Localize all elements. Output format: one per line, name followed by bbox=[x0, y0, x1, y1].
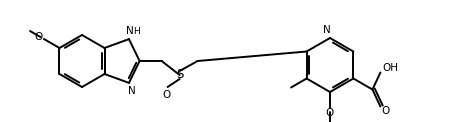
Text: N: N bbox=[126, 26, 134, 36]
Text: N: N bbox=[323, 25, 331, 35]
Text: O: O bbox=[163, 90, 171, 100]
Text: O: O bbox=[326, 108, 334, 118]
Text: O: O bbox=[381, 106, 389, 116]
Text: O: O bbox=[35, 32, 43, 42]
Text: H: H bbox=[134, 27, 140, 36]
Text: N: N bbox=[128, 86, 136, 96]
Text: S: S bbox=[176, 68, 183, 81]
Text: OH: OH bbox=[383, 62, 398, 72]
